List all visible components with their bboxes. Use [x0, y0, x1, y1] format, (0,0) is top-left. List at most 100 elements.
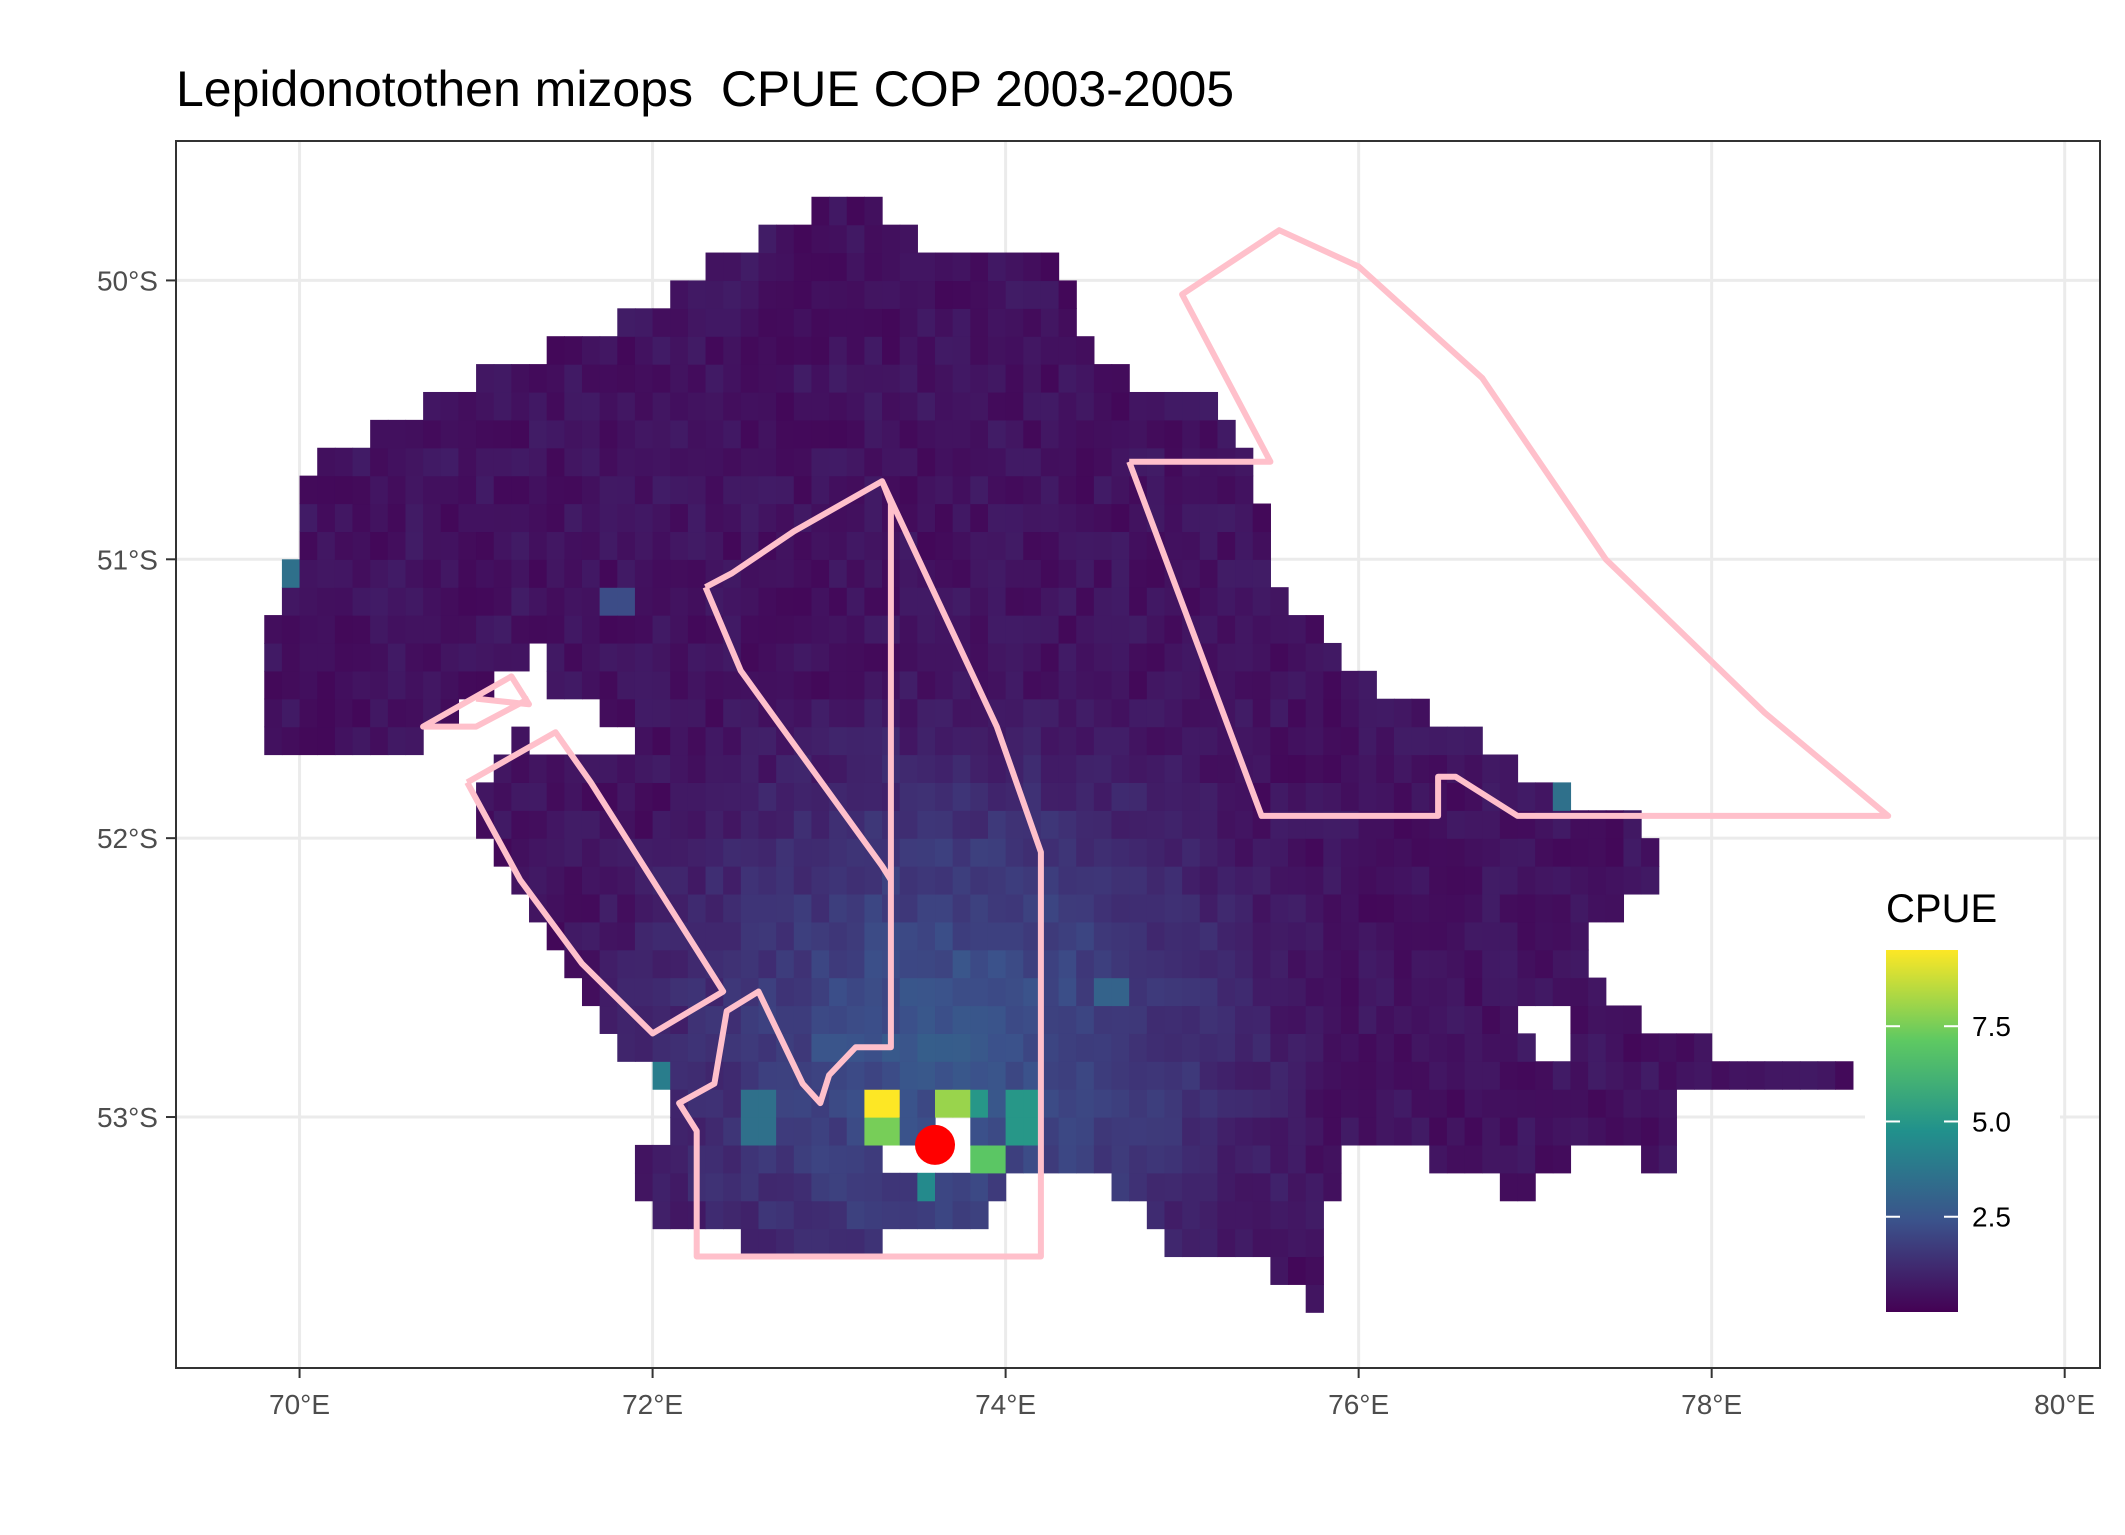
- cpue-cell: [1623, 1061, 1642, 1090]
- cpue-cell: [776, 419, 795, 449]
- cpue-cell: [1446, 782, 1466, 811]
- cpue-cell: [1252, 698, 1271, 728]
- cpue-cell: [793, 838, 813, 867]
- cpue-cell: [705, 503, 724, 533]
- cpue-cell: [935, 977, 954, 1007]
- cpue-cell: [1164, 503, 1183, 533]
- cpue-cell: [1040, 559, 1060, 588]
- cpue-cell: [793, 1200, 813, 1230]
- cpue-cell: [1535, 921, 1554, 951]
- cpue-cell: [1252, 587, 1271, 616]
- cpue-cell: [1588, 838, 1607, 867]
- cpue-cell: [1129, 1117, 1148, 1146]
- cpue-cell: [740, 1033, 760, 1062]
- cpue-cell: [970, 921, 989, 951]
- cpue-cell: [1040, 419, 1060, 449]
- cpue-cell: [493, 419, 512, 449]
- cpue-cell: [1817, 1061, 1836, 1090]
- cpue-cell: [1429, 977, 1448, 1007]
- cpue-cell: [634, 670, 654, 700]
- cpue-cell: [511, 364, 530, 393]
- y-axis: 50°S51°S52°S53°S: [97, 265, 176, 1133]
- cpue-cell: [1005, 615, 1024, 644]
- cpue-cell: [829, 308, 848, 337]
- cpue-cell: [440, 447, 460, 477]
- cpue-cell: [1023, 921, 1042, 951]
- cpue-cell: [617, 642, 636, 672]
- cpue-cell: [405, 559, 424, 588]
- cpue-cell: [1676, 1033, 1695, 1062]
- cpue-cell: [1605, 838, 1625, 867]
- cpue-cell: [864, 949, 883, 979]
- cpue-cell: [864, 336, 883, 365]
- cpue-cell: [740, 810, 760, 839]
- cpue-cell: [829, 1228, 848, 1258]
- cpue-cell: [387, 559, 407, 588]
- cpue-cell: [1058, 587, 1077, 616]
- cpue-cell: [1217, 838, 1236, 867]
- cpue-cell: [829, 391, 848, 421]
- cpue-cell: [1676, 1061, 1695, 1090]
- cpue-cell: [281, 559, 301, 588]
- cpue-cell: [670, 503, 689, 533]
- cpue-cell: [1376, 1117, 1395, 1146]
- cpue-cell: [1288, 893, 1307, 923]
- cpue-cell: [723, 698, 742, 728]
- cpue-cell: [987, 503, 1007, 533]
- cpue-cell: [1288, 1256, 1307, 1285]
- cpue-cell: [846, 921, 866, 951]
- cpue-cell: [1058, 698, 1077, 728]
- cpue-cell: [617, 949, 636, 979]
- cpue-cell: [758, 782, 777, 811]
- cpue-cell: [1623, 866, 1642, 895]
- cpue-cell: [776, 1200, 795, 1230]
- cpue-cell: [1217, 1144, 1236, 1174]
- cpue-cell: [1111, 642, 1130, 672]
- cpue-cell: [1411, 1061, 1430, 1090]
- cpue-cell: [970, 252, 989, 282]
- cpue-cell: [1111, 782, 1130, 811]
- legend-tick-label: 2.5: [1972, 1202, 2011, 1233]
- cpue-cell: [546, 364, 565, 393]
- cpue-cell: [1482, 1089, 1501, 1118]
- cpue-cell: [687, 419, 707, 449]
- cpue-cell: [1252, 838, 1271, 867]
- cpue-cell: [1358, 1033, 1377, 1062]
- cpue-cell: [899, 391, 918, 421]
- cpue-cell: [935, 559, 954, 588]
- cpue-cell: [1323, 866, 1342, 895]
- cpue-cell: [1235, 866, 1254, 895]
- cpue-cell: [476, 587, 495, 616]
- cpue-cell: [1076, 921, 1095, 951]
- cpue-cell: [846, 893, 866, 923]
- cpue-cell: [1323, 977, 1342, 1007]
- cpue-cell: [705, 252, 724, 282]
- cpue-cell: [1005, 252, 1024, 282]
- cpue-cell: [1393, 1089, 1413, 1118]
- cpue-cell: [1482, 1061, 1501, 1090]
- cpue-cell: [1217, 670, 1236, 700]
- cpue-cell: [758, 419, 777, 449]
- cpue-cell: [1446, 921, 1466, 951]
- cpue-cell: [1023, 698, 1042, 728]
- cpue-cell: [387, 475, 407, 505]
- cpue-cell: [793, 782, 813, 811]
- cpue-cell: [405, 475, 424, 505]
- cpue-cell: [317, 447, 336, 477]
- cpue-cell: [1199, 1089, 1219, 1118]
- cpue-cell: [740, 782, 760, 811]
- cpue-cell: [652, 1144, 671, 1174]
- cpue-cell: [1146, 1144, 1166, 1174]
- cpue-cell: [1411, 1033, 1430, 1062]
- cpue-cell: [1517, 782, 1536, 811]
- cpue-cell: [1076, 559, 1095, 588]
- cpue-cell: [617, 670, 636, 700]
- cpue-cell: [1411, 698, 1430, 728]
- cpue-cell: [458, 559, 477, 588]
- cpue-cell: [1164, 782, 1183, 811]
- cpue-cell: [458, 615, 477, 644]
- cpue-cell: [1076, 642, 1095, 672]
- cpue-cell: [493, 615, 512, 644]
- cpue-cell: [705, 336, 724, 365]
- cpue-cell: [546, 531, 565, 560]
